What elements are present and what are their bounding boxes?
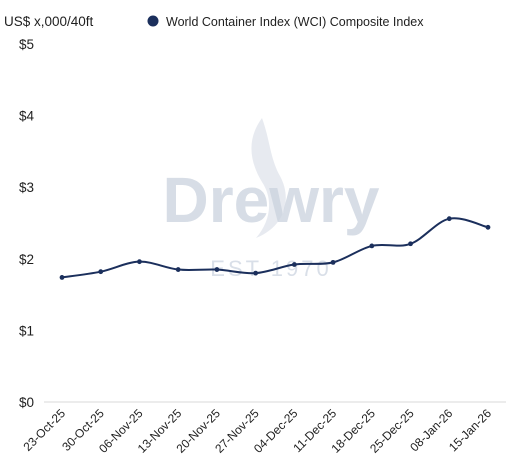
wci-data-point	[485, 224, 491, 230]
wci-data-point	[369, 243, 375, 249]
watermark-flame-icon	[251, 118, 286, 238]
wci-data-point	[291, 262, 297, 267]
drewry-watermark: Drewry EST 1970	[163, 118, 380, 281]
wci-data-point	[330, 259, 336, 265]
wci-data-point	[175, 267, 181, 272]
legend-label: World Container Index (WCI) Composite In…	[166, 15, 424, 29]
y-tick-label: $0	[19, 395, 34, 410]
watermark-tagline: EST 1970	[210, 256, 331, 281]
watermark-brand: Drewry	[163, 164, 380, 236]
wci-data-point	[59, 275, 65, 280]
y-tick-label: $1	[19, 323, 34, 338]
legend: World Container Index (WCI) Composite In…	[147, 15, 424, 29]
y-tick-label: $5	[19, 37, 34, 52]
wci-data-point	[98, 269, 104, 275]
wci-data-point	[408, 241, 413, 247]
y-tick-label: $4	[19, 109, 35, 124]
series-layer	[59, 216, 491, 280]
y-axis-unit-label: US$ x,000/40ft	[4, 14, 94, 29]
y-tick-label: $3	[19, 180, 34, 195]
wci-data-point	[214, 267, 220, 272]
y-tick-label: $2	[19, 252, 34, 267]
wci-series-line	[61, 217, 489, 279]
legend-marker	[147, 15, 159, 27]
wci-data-point	[253, 270, 259, 276]
wci-data-point	[137, 259, 142, 265]
x-tick-label: 15-Jan-26	[446, 406, 494, 454]
wci-data-point	[446, 216, 452, 222]
